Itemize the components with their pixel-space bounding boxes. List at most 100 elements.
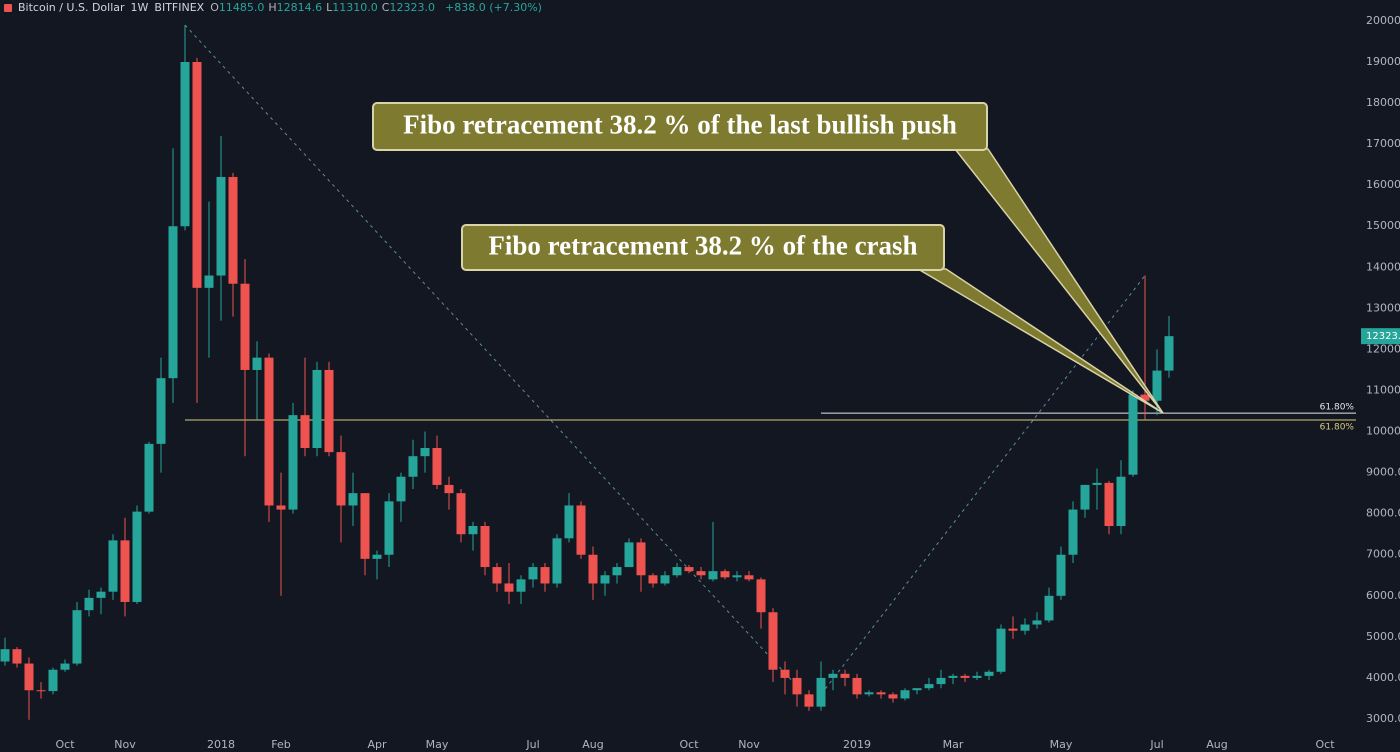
fib-level-label: 61.80% (1320, 403, 1355, 413)
candle-body (564, 505, 574, 539)
symbol[interactable]: Bitcoin / U.S. Dollar (18, 1, 125, 14)
candle-body (432, 447, 442, 485)
callout-text: Fibo retracement 38.2 % of the crash (488, 231, 917, 261)
candle-body (360, 493, 370, 559)
callout-box (461, 224, 945, 271)
candle-body (828, 673, 838, 678)
candle-body (252, 357, 262, 370)
candle-body (468, 525, 478, 535)
x-tick-label: Apr (367, 738, 387, 751)
y-tick-label: 13000.0 (1366, 301, 1400, 314)
x-tick-label: Aug (582, 738, 603, 751)
candle-body (84, 597, 94, 611)
candle-body (948, 675, 958, 678)
candle-body (0, 649, 10, 662)
x-tick-label: Oct (679, 738, 699, 751)
candle-body (312, 369, 322, 448)
y-tick-label: 12000.0 (1366, 342, 1400, 355)
candle-body (132, 511, 142, 602)
candle-body (840, 673, 850, 678)
candle-body (1068, 509, 1078, 555)
candle-body (672, 567, 682, 576)
candle-body (876, 692, 886, 695)
change: +838.0 (+7.30%) (444, 1, 542, 14)
fib-level-label: 61.80% (1320, 423, 1355, 433)
candle-body (624, 542, 634, 568)
y-tick-label: 6000.0 (1366, 589, 1400, 602)
last-price-label: 12323.0 (1366, 331, 1400, 342)
last-price-tag (1361, 328, 1400, 345)
exchange: BITFINEX (154, 1, 205, 14)
ohlc-key: L (326, 1, 333, 14)
candle-body (180, 62, 190, 227)
y-tick-label: 11000.0 (1366, 383, 1400, 396)
candle-body (300, 415, 310, 448)
symbol-icon (4, 3, 12, 12)
candle-body (204, 275, 214, 288)
ohlc-value: 12323.0 (389, 1, 435, 14)
candle-body (972, 675, 982, 678)
candle-body (372, 554, 382, 559)
candle-body (504, 583, 514, 592)
x-tick-label: 2019 (843, 738, 871, 751)
candle-body (600, 575, 610, 584)
candle-body (924, 684, 934, 689)
candle-body (960, 675, 970, 678)
x-tick-label: Nov (114, 738, 136, 751)
candle-body (216, 176, 226, 276)
candle-body (696, 571, 706, 576)
candle-body (612, 567, 622, 576)
candle-body (1164, 336, 1174, 371)
candle-body (1140, 394, 1150, 401)
x-tick-label: Feb (271, 738, 290, 751)
y-tick-label: 4000.0 (1366, 671, 1400, 684)
candle-body (1152, 370, 1162, 401)
callout-box (372, 102, 988, 151)
candle-body (264, 357, 274, 506)
candle-body (24, 663, 34, 691)
candle-body (324, 369, 334, 453)
y-tick-label: 3000.0 (1366, 712, 1400, 725)
candle-body (516, 579, 526, 592)
candle-body (60, 663, 70, 670)
candle-body (192, 62, 202, 288)
candle-body (1104, 482, 1114, 526)
candle-body (456, 493, 466, 535)
candle-body (708, 571, 718, 580)
ohlc-values: O11485.0 H12814.6 L11310.0 C12323.0 (210, 1, 439, 14)
x-tick-label: Nov (738, 738, 760, 751)
candle-body (1008, 628, 1018, 631)
x-tick-label: Jul (1149, 738, 1163, 751)
candle-body (720, 571, 730, 578)
candle-body (348, 493, 358, 506)
y-tick-label: 17000.0 (1366, 137, 1400, 150)
candle-body (552, 538, 562, 584)
candle-body (120, 540, 130, 602)
candle-body (660, 575, 670, 584)
candle-body (36, 690, 46, 692)
candle-body (444, 484, 454, 494)
candle-body (408, 456, 418, 477)
x-tick-label: Aug (1206, 738, 1227, 751)
interval[interactable]: 1W (130, 1, 149, 14)
candle-body (492, 567, 502, 584)
fib-trend-line (820, 275, 1146, 695)
candle-body (288, 415, 298, 510)
x-tick-label: Oct (1315, 738, 1335, 751)
candle-body (888, 694, 898, 699)
candle-body (228, 176, 238, 284)
y-tick-label: 15000.0 (1366, 219, 1400, 232)
candle-body (384, 501, 394, 555)
fib-trend-line (184, 24, 798, 687)
candle-body (108, 540, 118, 592)
y-tick-label: 18000.0 (1366, 96, 1400, 109)
ohlc-key: H (268, 1, 277, 14)
x-tick-label: 2018 (207, 738, 235, 751)
candle-body (996, 628, 1006, 672)
candle-body (1080, 484, 1090, 510)
y-tick-label: 10000.0 (1366, 425, 1400, 438)
x-tick-label: May (426, 738, 449, 751)
candle-body (780, 669, 790, 678)
y-tick-label: 20000.0 (1366, 14, 1400, 27)
candle-body (336, 452, 346, 506)
